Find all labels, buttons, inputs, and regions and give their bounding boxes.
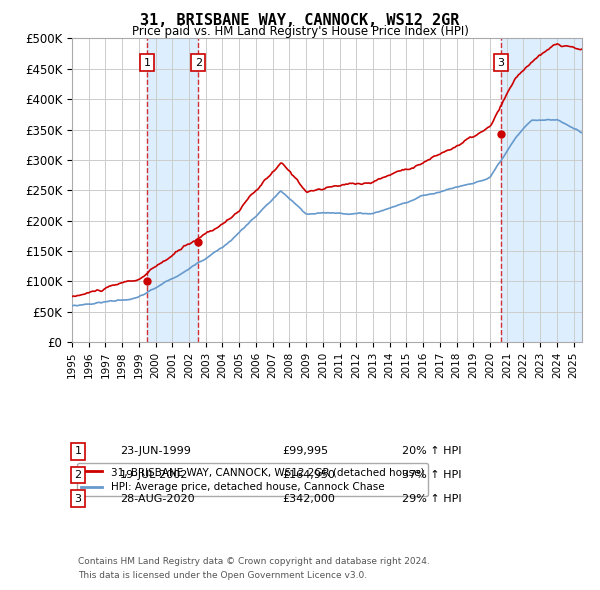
Text: 37% ↑ HPI: 37% ↑ HPI [402, 470, 461, 480]
Text: 2: 2 [194, 58, 202, 68]
Text: 1: 1 [143, 58, 151, 68]
Text: 3: 3 [497, 58, 505, 68]
Text: 3: 3 [74, 494, 82, 503]
Text: Price paid vs. HM Land Registry's House Price Index (HPI): Price paid vs. HM Land Registry's House … [131, 25, 469, 38]
Text: £99,995: £99,995 [282, 447, 328, 456]
Text: 2: 2 [74, 470, 82, 480]
Bar [147, 38, 198, 342]
Text: 28-AUG-2020: 28-AUG-2020 [120, 494, 194, 503]
Text: 1: 1 [74, 447, 82, 456]
Text: £164,950: £164,950 [282, 470, 335, 480]
Text: 20% ↑ HPI: 20% ↑ HPI [402, 447, 461, 456]
Legend: 31, BRISBANE WAY, CANNOCK, WS12 2GR (detached house), HPI: Average price, detach: 31, BRISBANE WAY, CANNOCK, WS12 2GR (det… [77, 463, 428, 496]
Text: This data is licensed under the Open Government Licence v3.0.: This data is licensed under the Open Gov… [78, 571, 367, 580]
Bar [501, 38, 582, 342]
Text: £342,000: £342,000 [282, 494, 335, 503]
Text: Contains HM Land Registry data © Crown copyright and database right 2024.: Contains HM Land Registry data © Crown c… [78, 557, 430, 566]
Text: 29% ↑ HPI: 29% ↑ HPI [402, 494, 461, 503]
Text: 23-JUN-1999: 23-JUN-1999 [120, 447, 191, 456]
Text: 31, BRISBANE WAY, CANNOCK, WS12 2GR: 31, BRISBANE WAY, CANNOCK, WS12 2GR [140, 13, 460, 28]
Text: 19-JUL-2002: 19-JUL-2002 [120, 470, 188, 480]
